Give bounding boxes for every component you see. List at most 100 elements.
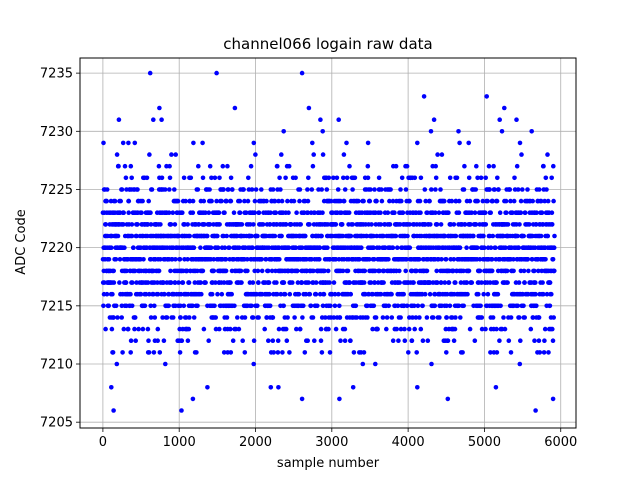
- sample-point: [350, 222, 356, 227]
- sample-point: [398, 187, 403, 192]
- sample-point: [464, 280, 470, 285]
- x-tick-label: 6000: [544, 435, 577, 450]
- sample-point: [436, 210, 442, 215]
- sample-point: [269, 268, 275, 274]
- sample-point: [132, 140, 138, 146]
- sample-point: [276, 326, 282, 332]
- sample-point: [465, 291, 470, 297]
- sample-point: [534, 303, 539, 309]
- sample-point: [297, 198, 302, 204]
- sample-point: [488, 210, 494, 215]
- sample-point: [119, 315, 124, 320]
- sample-point: [439, 152, 445, 157]
- sample-point: [164, 315, 170, 320]
- sample-point: [162, 291, 167, 297]
- sample-point: [466, 268, 472, 274]
- sample-point: [384, 326, 389, 332]
- sample-point: [403, 268, 409, 274]
- sample-point: [326, 326, 331, 332]
- sample-point: [338, 198, 343, 204]
- sample-point: [230, 187, 235, 192]
- x-tick-label: 0: [99, 435, 107, 450]
- sample-point: [172, 280, 178, 285]
- sample-point: [126, 140, 131, 146]
- sample-point: [191, 245, 197, 250]
- sample-point: [313, 291, 319, 297]
- sample-point: [506, 338, 512, 344]
- sample-point: [550, 257, 556, 262]
- sample-point: [397, 268, 402, 274]
- sample-point: [305, 210, 311, 215]
- sample-point: [148, 210, 153, 215]
- sample-point: [317, 257, 322, 262]
- sample-point: [377, 268, 382, 274]
- sample-point: [508, 315, 514, 320]
- sample-point: [191, 315, 197, 320]
- sample-point: [172, 222, 178, 227]
- sample-point: [545, 233, 551, 239]
- sample-point: [478, 175, 484, 181]
- outlier-point: [336, 117, 342, 122]
- sample-point: [132, 326, 137, 332]
- sample-point: [390, 198, 396, 204]
- sample-point: [176, 233, 181, 239]
- outlier-point: [276, 385, 281, 390]
- sample-point: [379, 198, 385, 204]
- sample-point: [333, 222, 339, 227]
- sample-point: [223, 257, 229, 262]
- sample-point: [384, 315, 390, 320]
- sample-point: [544, 187, 549, 192]
- sample-point: [335, 187, 341, 192]
- sample-point: [518, 268, 524, 274]
- sample-point: [396, 338, 401, 344]
- sample-point: [536, 338, 542, 344]
- sample-point: [259, 257, 264, 262]
- sample-point: [327, 280, 332, 285]
- sample-point: [293, 175, 298, 181]
- sample-point: [239, 280, 244, 285]
- sample-point: [170, 315, 176, 320]
- sample-point: [491, 163, 496, 169]
- sample-point: [138, 291, 144, 297]
- sample-point: [386, 257, 391, 262]
- sample-point: [231, 210, 237, 215]
- sample-point: [297, 187, 303, 192]
- sample-point: [380, 315, 386, 320]
- sample-point: [259, 187, 264, 192]
- sample-point: [365, 163, 371, 169]
- outlier-point: [320, 129, 326, 134]
- sample-point: [368, 280, 374, 285]
- outlier-point: [484, 94, 490, 99]
- sample-point: [424, 315, 430, 320]
- sample-point: [194, 350, 199, 355]
- sample-point: [319, 233, 324, 239]
- sample-point: [435, 152, 440, 157]
- sample-point: [403, 187, 409, 192]
- sample-point: [242, 315, 248, 320]
- sample-point: [299, 245, 305, 250]
- sample-point: [286, 210, 291, 215]
- sample-point: [221, 350, 227, 355]
- sample-point: [209, 175, 214, 181]
- sample-point: [360, 361, 366, 367]
- sample-point: [378, 210, 383, 215]
- sample-point: [415, 303, 421, 309]
- sample-point: [103, 222, 109, 227]
- sample-point: [442, 280, 448, 285]
- sample-point: [340, 233, 346, 239]
- sample-point: [447, 175, 453, 181]
- sample-point: [462, 222, 468, 227]
- outlier-point: [493, 385, 499, 390]
- sample-point: [318, 326, 324, 332]
- sample-point: [224, 315, 230, 320]
- sample-point: [406, 350, 411, 355]
- sample-point: [120, 140, 126, 146]
- sample-point: [276, 198, 281, 204]
- sample-point: [117, 257, 123, 262]
- sample-point: [458, 315, 463, 320]
- sample-point: [505, 222, 511, 227]
- sample-point: [245, 198, 251, 204]
- sample-point: [533, 280, 538, 285]
- sample-point: [397, 222, 403, 227]
